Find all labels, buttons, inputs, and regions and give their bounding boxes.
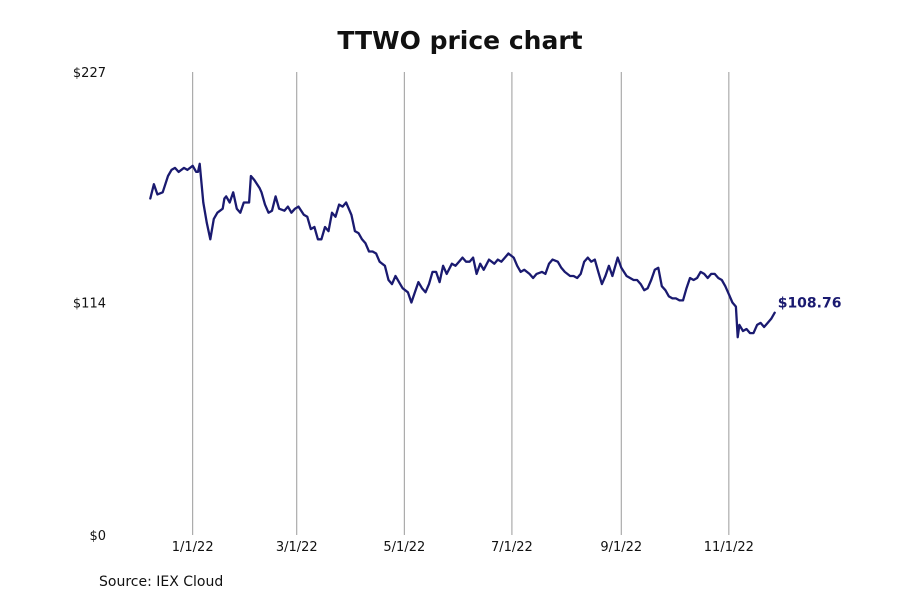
- price-series: [149, 162, 776, 339]
- chart-title: TTWO price chart: [337, 26, 583, 55]
- last-price-label: $108.76: [778, 296, 842, 312]
- x-axis-ticks: 1/1/22 3/1/22 5/1/22 7/1/22 9/1/22 11/1/22: [172, 540, 754, 555]
- y-tick-label: $227: [73, 66, 106, 81]
- y-tick-label: $0: [89, 529, 106, 544]
- x-tick-label: 3/1/22: [276, 540, 318, 555]
- source-note: Source: IEX Cloud: [99, 574, 224, 590]
- x-tick-label: 7/1/22: [491, 540, 533, 555]
- x-tick-label: 11/1/22: [704, 540, 754, 555]
- gridlines: [192, 72, 730, 535]
- price-line: [149, 162, 776, 339]
- y-tick-label: $114: [73, 296, 106, 311]
- y-axis-ticks: $0 $114 $227: [73, 66, 106, 544]
- x-tick-label: 5/1/22: [383, 540, 425, 555]
- x-tick-label: 9/1/22: [600, 540, 642, 555]
- x-tick-label: 1/1/22: [172, 540, 214, 555]
